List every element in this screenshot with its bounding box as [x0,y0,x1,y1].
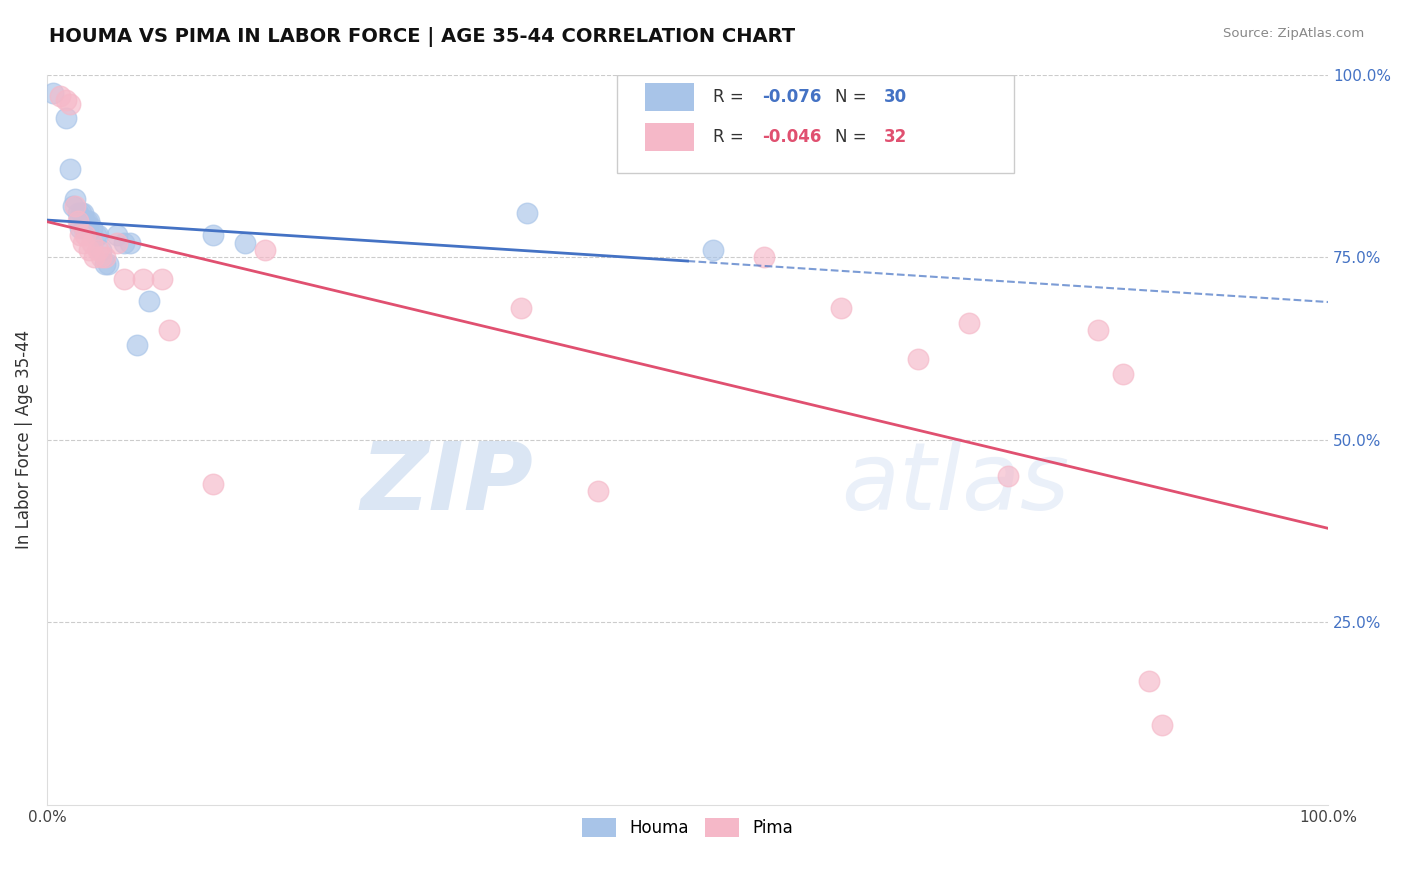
Point [112,235,135,250]
Point [75,228,97,243]
Point [63,199,86,213]
Point [63,192,86,206]
Point [235,235,257,250]
Point [87,228,110,243]
Point [253,243,276,257]
Point [87,243,110,257]
Point [132,272,155,286]
Point [76,213,98,227]
Point [77,221,100,235]
Point [112,272,135,286]
Point [957,316,980,330]
Point [1137,673,1160,688]
Text: 30: 30 [883,88,907,106]
Point [69,228,91,243]
Point [150,272,173,286]
Text: N =: N = [835,128,872,146]
Point [59,96,82,111]
Y-axis label: In Labor Force | Age 35-44: In Labor Force | Age 35-44 [15,330,32,549]
Point [67,213,90,227]
Text: Source: ZipAtlas.com: Source: ZipAtlas.com [1223,27,1364,40]
Point [97,257,120,271]
FancyBboxPatch shape [617,75,1014,173]
Point [93,250,115,264]
Point [90,250,112,264]
Point [202,476,225,491]
Point [69,221,91,235]
Point [202,228,225,243]
Point [80,221,103,235]
Point [55,112,77,126]
Point [120,235,142,250]
Point [80,235,103,250]
Point [1087,323,1109,337]
FancyBboxPatch shape [645,83,695,111]
Point [66,206,89,220]
Point [586,483,609,498]
Point [93,257,115,271]
Text: N =: N = [835,88,872,106]
Point [48,89,70,103]
Point [138,293,160,308]
Text: R =: R = [713,88,749,106]
Point [83,250,105,264]
Point [72,206,94,220]
Point [42,86,65,100]
Point [66,213,89,227]
Point [77,243,100,257]
Point [510,301,533,316]
Point [90,243,112,257]
Point [84,228,107,243]
Text: -0.076: -0.076 [762,88,821,106]
Text: ZIP: ZIP [361,438,534,530]
Point [77,213,100,227]
Point [59,162,82,177]
Point [55,93,77,107]
Point [702,243,724,257]
Text: -0.046: -0.046 [762,128,821,146]
Text: 32: 32 [883,128,907,146]
Point [70,206,93,220]
Text: R =: R = [713,128,749,146]
Point [830,301,852,316]
Point [62,199,84,213]
Point [75,213,97,227]
Text: HOUMA VS PIMA IN LABOR FORCE | AGE 35-44 CORRELATION CHART: HOUMA VS PIMA IN LABOR FORCE | AGE 35-44… [49,27,796,46]
Point [907,352,929,367]
Point [72,235,94,250]
Point [105,235,128,250]
Point [73,221,96,235]
Point [1150,717,1173,731]
Point [125,338,148,352]
FancyBboxPatch shape [645,123,695,152]
Point [997,469,1019,483]
Point [157,323,180,337]
Point [1112,367,1135,381]
Point [105,228,128,243]
Text: atlas: atlas [841,438,1070,529]
Legend: Houma, Pima: Houma, Pima [575,812,799,844]
Point [516,206,538,220]
Point [754,250,776,264]
